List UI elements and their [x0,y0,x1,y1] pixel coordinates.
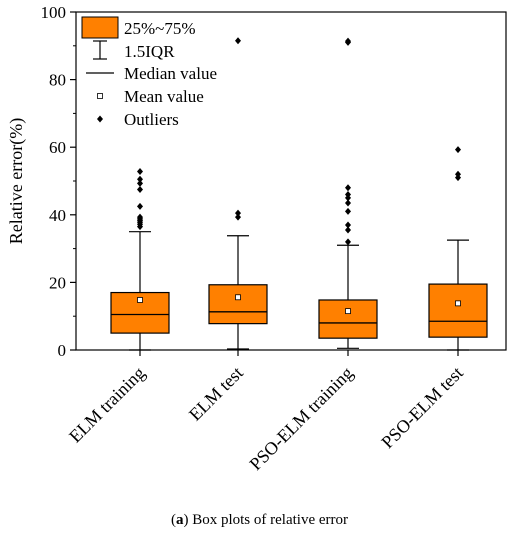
box-group [428,146,488,351]
x-tick-label: PSO-ELM test [377,363,466,452]
outlier-point [137,213,143,221]
outlier-point [345,221,351,229]
box-group [110,168,170,351]
outlier-point [137,175,143,183]
outlier-point [455,170,461,178]
outlier-point [137,202,143,210]
outlier-point [137,168,143,176]
mean-marker [455,300,461,307]
outlier-point [345,238,351,246]
y-tick-label: 80 [49,71,66,90]
legend-label-box: 25%~75% [124,19,196,38]
outlier-point [235,37,241,45]
outlier-point [345,207,351,215]
outlier-point [235,209,241,217]
y-tick-label: 40 [49,206,66,225]
figure-caption: (a) Box plots of relative error [170,512,349,528]
mean-marker [235,294,241,301]
iqr-box [428,283,488,338]
mean-marker [137,297,143,303]
caption-text: Box plots of relative error [188,512,349,528]
outlier-point [455,146,461,154]
iqr-box [208,284,268,325]
outlier-point [345,199,351,207]
outlier-point [137,179,143,187]
legend-outlier-swatch [97,115,103,123]
outlier-point [345,37,351,45]
y-axis-label: Relative error(%) [6,118,27,244]
box-group [318,37,378,349]
mean-marker [345,308,351,315]
legend-mean-swatch [97,93,103,99]
caption-label: a [175,512,184,528]
x-tick-label: PSO-ELM training [245,363,356,474]
legend-label-outlier: Outliers [124,110,179,129]
outlier-point [235,213,241,221]
legend-label-mean: Mean value [124,87,204,106]
y-tick-label: 60 [49,138,66,157]
legend-label-median: Median value [124,64,217,83]
outlier-point [137,185,143,193]
outlier-point [345,184,351,192]
legend: 25%~75% 1.5IQR Median value Mean value Outli… [81,16,217,129]
legend-box-swatch [81,16,119,39]
legend-label-iqr: 1.5IQR [124,42,175,61]
x-tick-label: ELM training [65,363,149,447]
plot-frame [75,11,507,351]
y-tick-label: 20 [49,273,66,292]
x-tick-label: ELM test [185,363,247,425]
y-tick-label: 100 [41,3,67,22]
y-tick-label: 0 [58,341,67,360]
box-group [208,37,268,350]
outlier-point [345,226,351,234]
outlier-point [345,191,351,199]
iqr-box [318,299,378,339]
